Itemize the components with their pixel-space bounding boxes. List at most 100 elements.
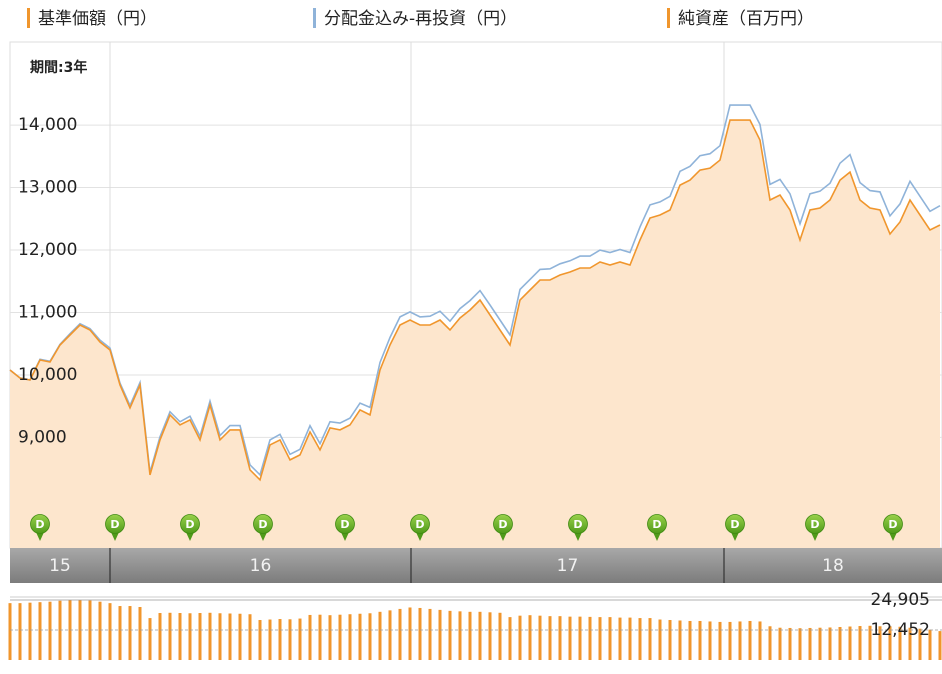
marker-label: D [35,518,44,531]
volume-bar [528,615,532,660]
volume-bar [698,620,702,660]
volume-bar [388,610,392,660]
series-line [9,104,941,477]
volume-bar [888,626,892,660]
volume-bar [48,601,52,660]
marker-circle [180,514,200,534]
volume-bar [518,615,522,660]
volume-bar [558,616,562,660]
volume-bar [448,610,452,660]
volume-bar [548,616,552,660]
y-tick-label: 10,000 [18,365,77,385]
volume-bar [178,613,182,660]
volume-bar [288,619,292,660]
marker-label: D [340,518,349,531]
distribution-marker: D [30,514,50,541]
volume-bar [208,612,212,660]
legend-swatch [667,8,670,28]
volume-bar [358,613,362,660]
volume-bar [188,613,192,660]
marker-label: D [498,518,507,531]
period-label: 17 [557,556,579,576]
volume-bar [218,613,222,660]
volume-bar [8,603,12,660]
volume-bar [118,606,122,660]
volume-bar [738,621,742,660]
marker-circle [568,514,588,534]
period-label: 期間:3年 [30,59,87,76]
period-label: 16 [250,556,272,576]
volume-bar [918,628,922,660]
distribution-marker: D [883,514,903,541]
y-tick-label: 9,000 [18,427,67,447]
volume-bar [688,620,692,660]
marker-label: D [573,518,582,531]
volume-bar [728,621,732,660]
volume-bar [378,611,382,660]
volume-bar [168,612,172,660]
volume-bar [128,606,132,660]
volume-bar [608,617,612,660]
volume-bar [858,626,862,660]
volume-bar [38,602,42,660]
marker-circle [410,514,430,534]
volume-bar [458,611,462,660]
volume-bar [868,625,872,660]
marker-circle [647,514,667,534]
y-tick-label: 14,000 [18,115,77,135]
marker-circle [493,514,513,534]
volume-bar [328,615,332,660]
volume-bar [318,614,322,660]
distribution-marker: D [410,514,430,541]
marker-label: D [185,518,194,531]
marker-circle [30,514,50,534]
volume-bar [418,607,422,660]
y-tick-label: 12,000 [18,240,77,260]
legend-label: 基準価額（円） [38,9,157,29]
volume-bar [838,626,842,660]
volume-bar [878,626,882,660]
volume-tick-label: 24,905 [871,590,930,610]
volume-bar [808,627,812,660]
volume-bar [928,629,932,660]
volume-bar [408,607,412,660]
marker-circle [883,514,903,534]
volume-bar [98,601,102,660]
volume-tick-label: 12,452 [871,620,930,640]
marker-label: D [652,518,661,531]
volume-bar [478,611,482,660]
volume-bar [148,618,152,660]
series-line [9,119,941,482]
volume-bar [28,602,32,660]
volume-bar [588,616,592,660]
period-label: 18 [822,556,844,576]
volume-bar [848,626,852,660]
volume-bar [628,617,632,660]
volume-bar [258,620,262,660]
marker-label: D [888,518,897,531]
distribution-marker: D [335,514,355,541]
legend-swatch [27,8,30,28]
volume-bar [338,614,342,660]
distribution-marker: D [805,514,825,541]
volume-bar [678,620,682,660]
volume-bar [468,611,472,660]
volume-bar [778,627,782,660]
volume-bar [798,628,802,660]
legend-label: 純資産（百万円） [678,9,814,29]
distribution-marker: D [493,514,513,541]
marker-circle [105,514,125,534]
marker-label: D [730,518,739,531]
volume-bar [668,620,672,660]
volume-bar [428,608,432,660]
volume-bar [758,621,762,660]
volume-bar [18,603,22,660]
volume-bar [438,609,442,660]
volume-bar [648,618,652,660]
legend-label: 分配金込み-再投資（円） [324,9,517,29]
volume-bar [638,618,642,660]
volume-bar [708,621,712,660]
marker-circle [253,514,273,534]
volume-bar [248,614,252,660]
